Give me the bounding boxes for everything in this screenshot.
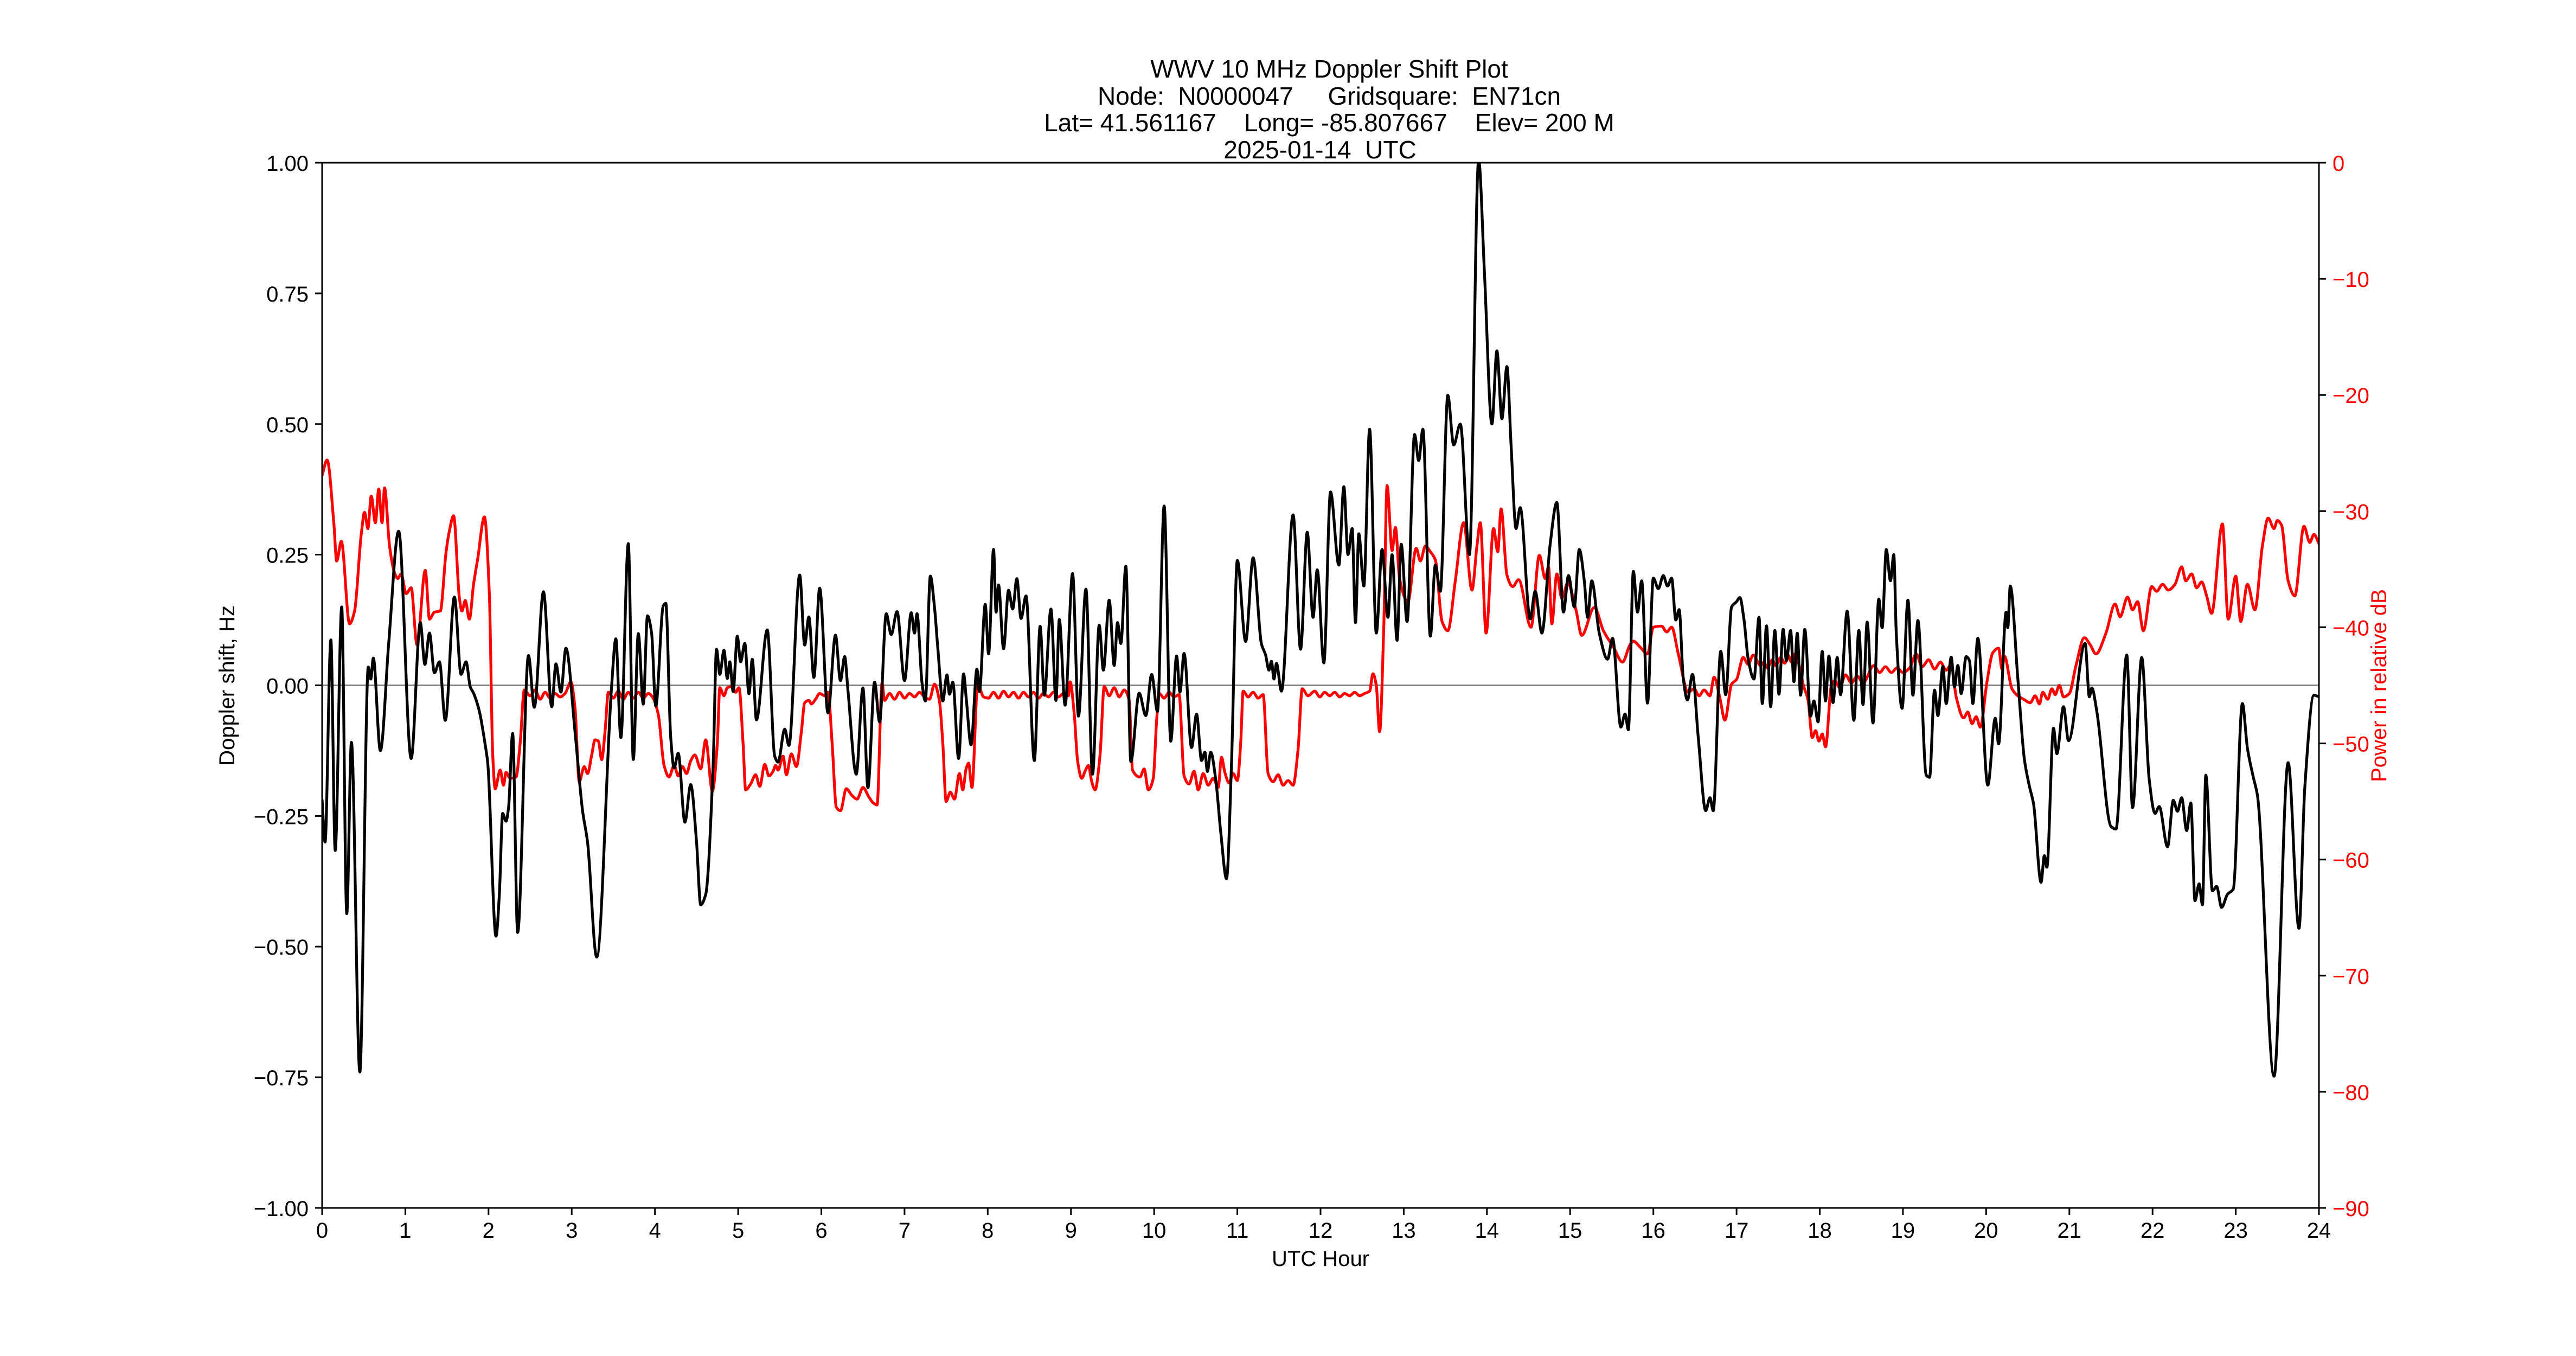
svg-text:17: 17 [1725,1219,1749,1243]
svg-text:0.75: 0.75 [266,283,309,306]
svg-text:14: 14 [1475,1219,1500,1243]
svg-text:−80: −80 [2333,1081,2369,1105]
svg-text:1: 1 [399,1219,411,1243]
svg-text:0: 0 [316,1219,328,1243]
svg-text:UTC Hour: UTC Hour [1272,1247,1369,1271]
svg-text:WWV 10 MHz Doppler Shift Plot: WWV 10 MHz Doppler Shift Plot [1150,55,1508,83]
svg-text:23: 23 [2223,1219,2248,1243]
svg-text:2: 2 [483,1219,495,1243]
svg-text:11: 11 [1226,1219,1249,1243]
svg-text:Power in relative dB: Power in relative dB [2367,589,2391,782]
svg-text:−0.25: −0.25 [254,805,309,829]
svg-text:1.00: 1.00 [266,152,309,176]
svg-text:Doppler shift, Hz: Doppler shift, Hz [215,605,239,766]
svg-text:20: 20 [1974,1219,1998,1243]
svg-text:16: 16 [1641,1219,1665,1243]
svg-text:3: 3 [566,1219,578,1243]
svg-text:24: 24 [2307,1219,2331,1243]
svg-text:0: 0 [2333,152,2344,176]
svg-text:−60: −60 [2333,849,2369,873]
svg-text:Lat= 41.561167 Long= -85.80: Lat= 41.561167 Long= -85.807667 Elev= 20… [1044,108,1614,137]
svg-text:7: 7 [899,1219,911,1243]
svg-text:9: 9 [1065,1219,1077,1243]
svg-text:−0.75: −0.75 [254,1066,309,1090]
svg-text:−90: −90 [2333,1197,2369,1221]
svg-text:0.00: 0.00 [266,675,309,699]
svg-text:19: 19 [1891,1219,1915,1243]
svg-text:5: 5 [732,1219,744,1243]
svg-text:−30: −30 [2333,500,2369,524]
svg-text:−20: −20 [2333,384,2369,408]
svg-text:12: 12 [1309,1219,1333,1243]
svg-text:0.50: 0.50 [266,413,309,437]
svg-text:4: 4 [649,1219,661,1243]
svg-text:0.25: 0.25 [266,544,309,568]
svg-text:Node: N0000047 Gridsquare: Node: N0000047 Gridsquare: EN71cn [1098,82,1561,110]
svg-text:15: 15 [1558,1219,1582,1243]
svg-text:−40: −40 [2333,616,2369,640]
svg-text:−0.50: −0.50 [254,936,309,960]
svg-text:21: 21 [2058,1219,2082,1243]
svg-text:8: 8 [982,1219,994,1243]
svg-text:−10: −10 [2333,268,2369,292]
svg-text:18: 18 [1808,1219,1832,1243]
svg-text:−50: −50 [2333,733,2369,757]
svg-text:−1.00: −1.00 [254,1197,309,1221]
svg-text:10: 10 [1142,1219,1167,1243]
svg-text:−70: −70 [2333,965,2369,989]
svg-text:22: 22 [2141,1219,2165,1243]
svg-text:2025-01-14 UTC: 2025-01-14 UTC [1223,136,1416,164]
svg-text:13: 13 [1392,1219,1416,1243]
svg-text:6: 6 [815,1219,827,1243]
